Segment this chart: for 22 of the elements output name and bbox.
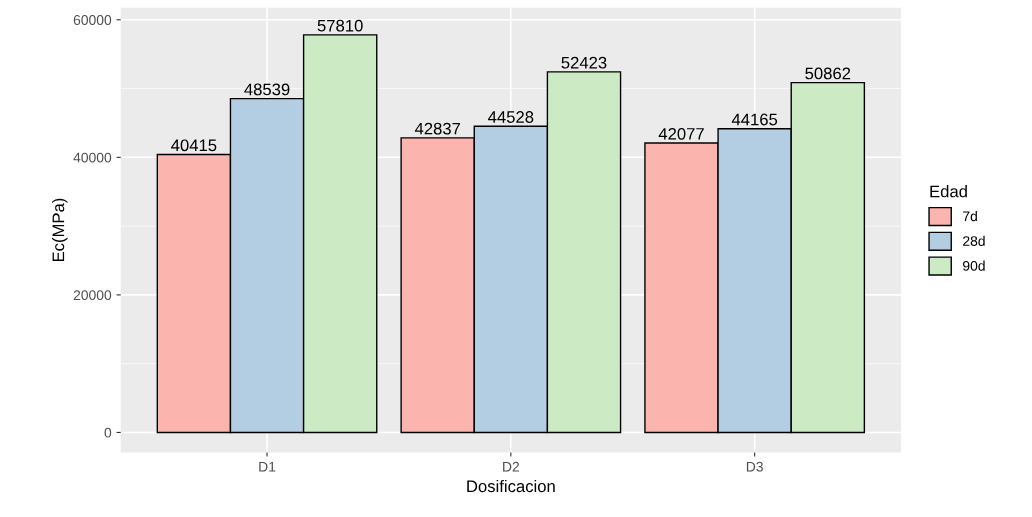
x-tick-label: D1	[259, 461, 276, 472]
data-label: 42837	[414, 122, 461, 135]
data-label: 52423	[561, 56, 607, 69]
legend-label: 28d	[963, 235, 985, 246]
data-label: 40415	[171, 139, 217, 152]
legend-label: 7d	[963, 211, 977, 222]
data-label: 44528	[488, 111, 534, 123]
legend-title: Edad	[930, 185, 967, 198]
x-tick-label: D3	[746, 461, 763, 472]
x-tick-label: D2	[503, 461, 520, 472]
data-label: 57810	[317, 19, 363, 32]
x-axis-title: Dosificacion	[467, 479, 555, 493]
data-label: 44165	[731, 113, 778, 126]
data-label: 48539	[244, 83, 290, 96]
y-tick-label: 40000	[73, 152, 112, 163]
y-axis-title: Ec(MPa)	[52, 198, 68, 262]
data-label: 42077	[658, 127, 704, 140]
legend-label: 90d	[963, 260, 985, 271]
data-label: 50862	[805, 67, 851, 80]
y-tick-label: 60000	[73, 15, 112, 25]
y-tick-label: 0	[104, 427, 112, 438]
y-tick-label: 20000	[73, 290, 112, 301]
